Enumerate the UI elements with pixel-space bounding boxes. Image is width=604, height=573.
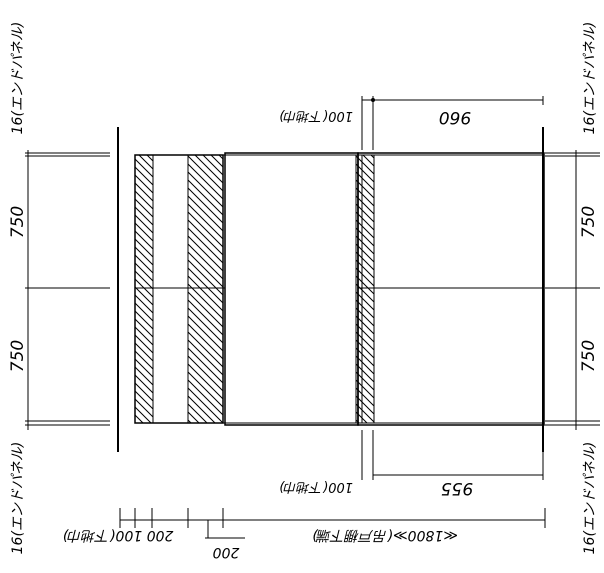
bottom-dim-1800: ≪1800≫(吊戸棚下端) — [312, 527, 458, 543]
cabinet-right-section — [135, 152, 545, 426]
bottom-dimension — [119, 508, 546, 539]
left-750-upper: 750 — [8, 206, 28, 238]
bottom-dim-200-100: 200 100(下地巾) — [63, 527, 174, 543]
wall-lines — [117, 127, 544, 452]
bottom-dim-200: 200 — [213, 544, 240, 560]
cabinet-left-section — [134, 154, 225, 424]
mid-dim-100-substrate: 100(下地巾) — [279, 479, 353, 494]
right-endpanel-top: 16(エンドパネル) — [582, 22, 598, 135]
reference-lines — [25, 150, 600, 430]
top-dim-960: 960 — [439, 107, 471, 127]
top-dimension — [361, 96, 544, 150]
right-750-lower: 750 — [579, 340, 599, 372]
middle-dimension — [361, 430, 544, 480]
left-endpanel-top: 16(エンドパネル) — [10, 22, 26, 135]
center-panel — [224, 152, 359, 426]
left-endpanel-bottom: 16(エンドパネル) — [10, 442, 26, 555]
cabinet-center-section — [224, 152, 359, 426]
right-750-upper: 750 — [579, 206, 599, 238]
right-panel-outline — [357, 152, 545, 426]
right-endpanel-bottom: 16(エンドパネル) — [582, 442, 598, 555]
right-filler-hatch-2 — [361, 154, 375, 424]
left-base-hatch — [134, 154, 154, 424]
left-filler-hatch — [187, 154, 224, 424]
mid-dim-955: 955 — [441, 478, 473, 498]
top-dim-100-substrate: 100(下地巾) — [279, 108, 353, 123]
left-750-lower: 750 — [8, 340, 28, 372]
right-filler-hatch-1 — [355, 154, 363, 424]
